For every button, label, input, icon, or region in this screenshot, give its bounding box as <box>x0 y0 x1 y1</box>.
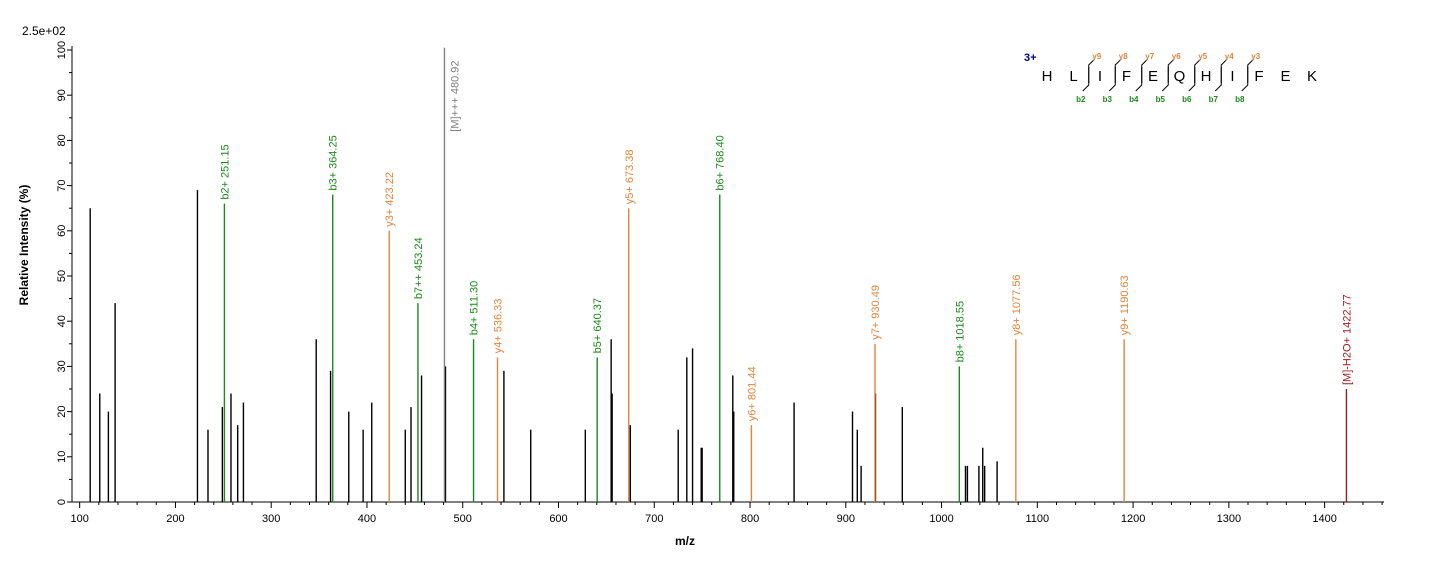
x-tick-label: 1400 <box>1312 513 1336 525</box>
x-tick-label: 700 <box>645 513 663 525</box>
peak-label-b: b4+ 511.30 <box>469 281 481 336</box>
residue: F <box>1122 68 1131 85</box>
peak-label-y: y5+ 673.38 <box>624 149 636 204</box>
peak-label-y: y4+ 536.33 <box>493 299 505 354</box>
x-tick-label: 200 <box>166 513 184 525</box>
peak-label-b: b2+ 251.15 <box>219 144 231 199</box>
y-axis-label: Relative Intensity (%) <box>17 185 31 306</box>
residue: I <box>1230 68 1234 85</box>
x-tick-label: 800 <box>741 513 759 525</box>
b-ion-label: b6 <box>1182 95 1192 104</box>
b-ion-bracket <box>1135 67 1143 92</box>
residue: L <box>1069 68 1077 85</box>
b-ion-label: b7 <box>1209 95 1219 104</box>
y-ion-label: y9 <box>1092 52 1101 61</box>
axes: 0 10 20 30 40 50 60 70 80 90 100 100 200 300 400 500 600… <box>56 41 1384 525</box>
b-ion-bracket <box>1108 67 1116 92</box>
x-tick-label: 1300 <box>1217 513 1241 525</box>
peak-label-b: b6+ 768.40 <box>715 135 727 190</box>
y-tick-label: 20 <box>56 405 68 417</box>
y-tick-label: 100 <box>56 41 68 59</box>
charge-state: 3+ <box>1024 52 1037 64</box>
y-ion-label: y7 <box>1145 52 1154 61</box>
b-ion-label: b8 <box>1235 95 1245 104</box>
peak-label-b: b8+ 1018.55 <box>954 301 966 362</box>
b-ion-bracket <box>1214 67 1222 92</box>
b-ion-bracket <box>1082 67 1090 92</box>
residue: H <box>1042 68 1053 85</box>
x-tick-label: 1200 <box>1121 513 1145 525</box>
x-tick-label: 900 <box>837 513 855 525</box>
y-tick-label: 10 <box>56 451 68 463</box>
residue: E <box>1148 68 1158 85</box>
residue: F <box>1254 68 1263 85</box>
x-tick-label: 400 <box>358 513 376 525</box>
x-axis-label: m/z <box>675 534 695 548</box>
b-ion-label: b5 <box>1156 95 1166 104</box>
y-tick-label: 40 <box>56 315 68 327</box>
y-ion-label: y8 <box>1119 52 1128 61</box>
x-tick-label: 500 <box>454 513 472 525</box>
peak-label-y: y8+ 1077.56 <box>1011 274 1023 335</box>
b-ion-label: b2 <box>1076 95 1086 104</box>
peak-label-b: b5+ 640.37 <box>592 298 604 353</box>
y-ion-label: y5 <box>1198 52 1207 61</box>
peak-label-precursor: [M]+++ 480.92 <box>449 60 461 131</box>
y-tick-label: 70 <box>56 179 68 191</box>
y-tick-label: 90 <box>56 89 68 101</box>
peaks <box>89 47 1348 502</box>
b-ion-bracket <box>1188 67 1196 92</box>
y-tick-label: 80 <box>56 134 68 146</box>
b-ion-bracket <box>1161 67 1169 92</box>
peak-label-y: y3+ 423.22 <box>384 172 396 227</box>
x-tick-label: 600 <box>549 513 567 525</box>
b-ion-label: b3 <box>1103 95 1113 104</box>
residue: H <box>1201 68 1212 85</box>
y-ion-bracket <box>1088 58 1096 83</box>
peak-label-y: y7+ 930.49 <box>870 285 882 340</box>
y-ion-label: y4 <box>1225 52 1234 61</box>
y-tick-label: 0 <box>56 499 68 505</box>
residue: K <box>1307 68 1317 85</box>
y-ion-bracket <box>1220 58 1228 83</box>
peak-label-b: b7++ 453.24 <box>413 237 425 299</box>
peak-label-loss: [M]-H2O+ 1422.77 <box>1341 294 1353 385</box>
peak-label-b: b3+ 364.25 <box>328 135 340 190</box>
y-tick-label: 60 <box>56 225 68 237</box>
y-ion-label: y6 <box>1172 52 1181 61</box>
x-tick-label: 1100 <box>1025 513 1049 525</box>
residue: I <box>1098 68 1102 85</box>
y-tick-label: 50 <box>56 270 68 282</box>
peak-labels: b2+ 251.15 b3+ 364.25 y3+ 423.22 b7++ 453.2… <box>219 60 1353 421</box>
b-ion-label: b4 <box>1129 95 1139 104</box>
x-tick-label: 1000 <box>929 513 953 525</box>
b-ion-bracket <box>1241 67 1249 92</box>
scale-label: 2.5e+02 <box>22 24 66 38</box>
peak-label-y: y6+ 801.44 <box>746 366 758 421</box>
y-ion-bracket <box>1114 58 1122 83</box>
x-tick-label: 300 <box>262 513 280 525</box>
y-ion-label: y3 <box>1251 52 1260 61</box>
y-ion-bracket <box>1141 58 1149 83</box>
peak-label-y: y9+ 1190.63 <box>1119 275 1131 335</box>
y-ion-bracket <box>1247 58 1255 83</box>
residue: E <box>1280 68 1290 85</box>
residue: Q <box>1174 68 1186 85</box>
y-tick-label: 30 <box>56 360 68 372</box>
x-tick-label: 100 <box>70 513 88 525</box>
